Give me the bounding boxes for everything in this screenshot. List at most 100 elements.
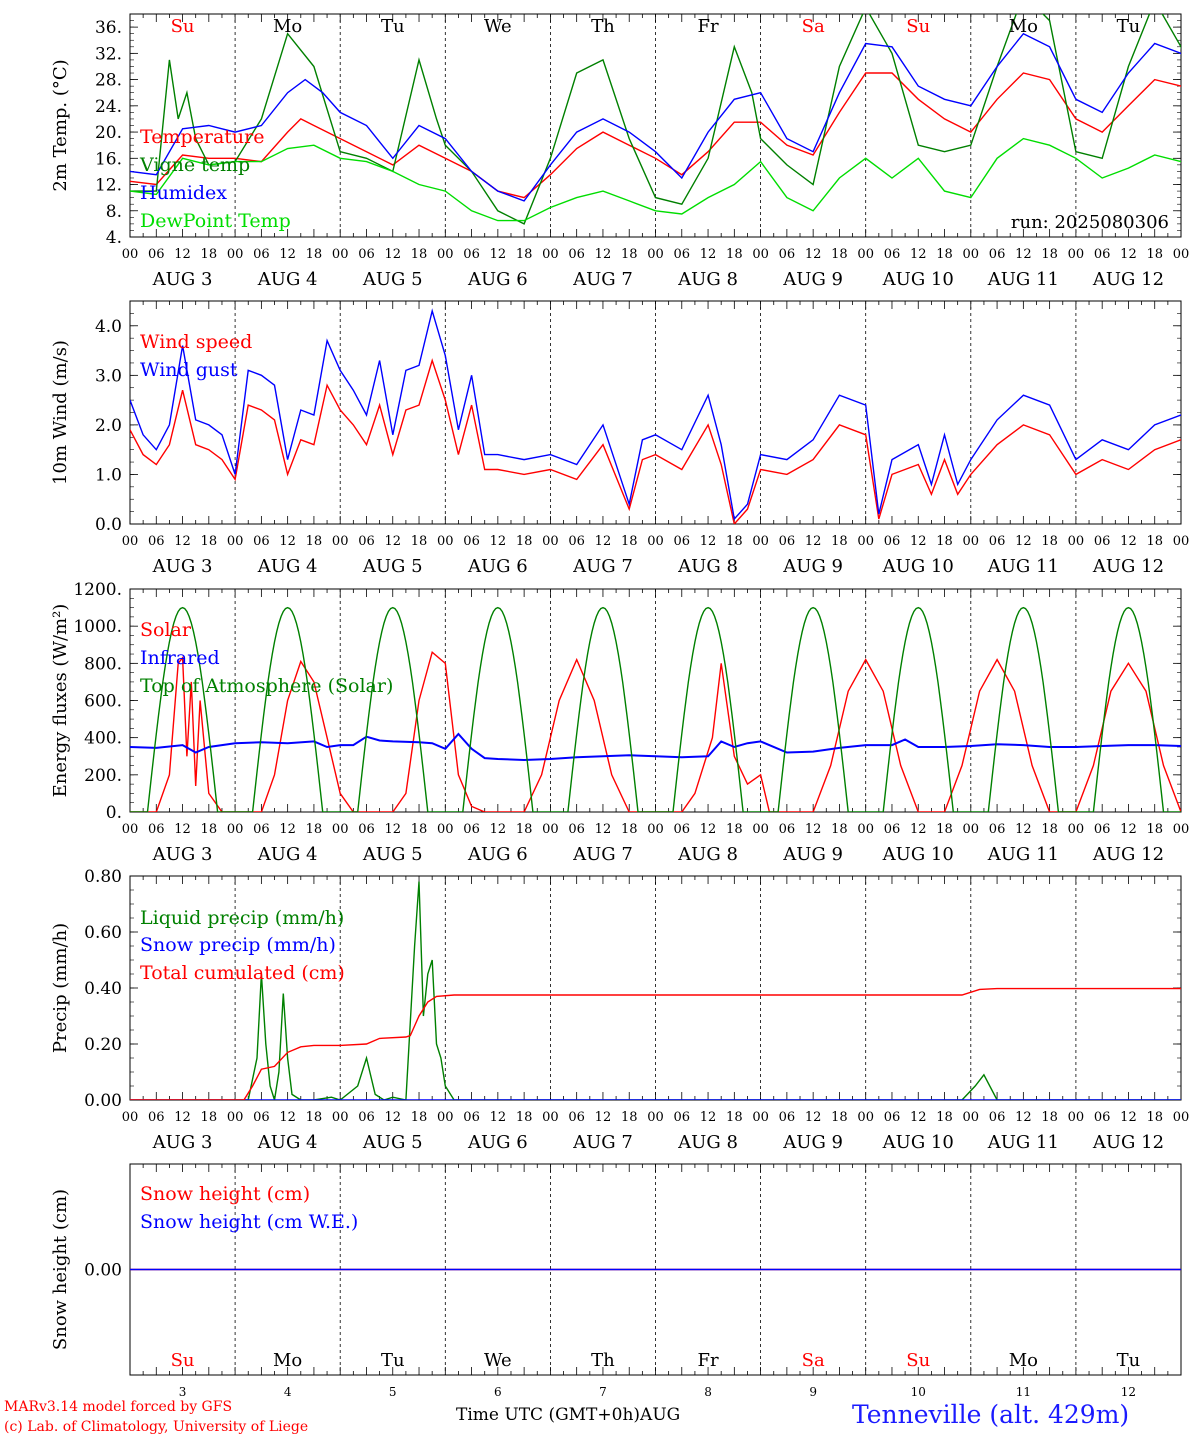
x-hour-label: 06 [358,247,375,262]
x-hour-label: 18 [1041,1110,1058,1125]
y-tick-label: 1000. [73,617,122,637]
x-date-label: AUG 12 [1092,269,1164,290]
x-hour-label: 00 [1068,247,1085,262]
y-axis-label: Snow height (cm) [50,1189,71,1350]
x-hour-label: 12 [1015,534,1032,549]
x-hour-label: 00 [752,822,769,837]
y-tick-label: 16. [95,149,122,169]
x-hour-label: 00 [332,534,349,549]
x-hour-label: 18 [411,247,428,262]
x-hour-label: 12 [490,822,507,837]
x-hour-label: 06 [463,247,480,262]
x-hour-label: 00 [647,247,664,262]
x-hour-label: 00 [1173,247,1190,262]
x-hour-label: 12 [490,247,507,262]
y-tick-label: 32. [95,44,122,64]
x-hour-label: 06 [1094,1110,1111,1125]
model-credit: MARv3.14 model forced by GFS [4,1399,233,1415]
legend-entry: Solar [140,619,192,641]
x-hour-label: 06 [148,534,165,549]
x-hour-label: 18 [726,1110,743,1125]
x-date-label: AUG 3 [152,1132,213,1153]
x-hour-label: 12 [805,1110,822,1125]
x-hour-label: 00 [227,1110,244,1125]
x-hour-label: 12 [384,247,401,262]
x-date-label: AUG 7 [572,269,633,290]
x-date-label: AUG 10 [882,1132,954,1153]
x-hour-label: 12 [174,1110,191,1125]
weekday-label: Mo [1009,1350,1038,1371]
y-tick-label: 1.0 [95,465,122,485]
weekday-label: Th [591,1350,615,1371]
y-tick-label: 36. [95,18,122,38]
x-hour-label: 06 [463,822,480,837]
x-hour-label: 12 [805,247,822,262]
x-hour-label: 18 [201,1110,218,1125]
weekday-label: Sa [802,16,825,37]
x-axis-title: Time UTC (GMT+0h)AUG [456,1405,680,1425]
x-hour-label: 06 [253,534,270,549]
x-hour-label: 00 [752,1110,769,1125]
legend-entry: Total cumulated (cm) [140,962,345,984]
x-hour-label: 12 [1015,822,1032,837]
x-date-label: AUG 9 [782,269,843,290]
x-hour-label: 12 [490,1110,507,1125]
x-date-label: AUG 12 [1092,1132,1164,1153]
y-tick-label: 4.0 [95,317,122,337]
x-date-label: AUG 4 [257,556,318,577]
x-hour-label: 06 [1094,247,1111,262]
x-hour-label: 18 [1146,534,1163,549]
x-date-label: AUG 8 [677,556,738,577]
legend-entry: Infrared [140,647,220,669]
x-hour-label: 06 [148,247,165,262]
x-hour-label: 00 [647,1110,664,1125]
x-hour-label: 18 [516,1110,533,1125]
day-number-label: 12 [1121,1385,1136,1399]
y-tick-label: 4. [106,228,122,248]
y-tick-label: 28. [95,71,122,91]
x-date-label: AUG 10 [882,556,954,577]
legend-entry: Wind gust [140,359,238,381]
x-axis-month: AUG [640,1405,681,1425]
y-tick-label: 0.20 [84,1035,122,1055]
weekday-label: Tu [381,1350,405,1371]
x-hour-label: 00 [963,1110,980,1125]
x-hour-label: 06 [779,822,796,837]
x-hour-label: 12 [1120,247,1137,262]
x-date-label: AUG 8 [677,269,738,290]
weekday-label: Mo [1009,16,1038,37]
x-hour-label: 12 [910,247,927,262]
x-date-label: AUG 4 [257,844,318,865]
day-number-label: 4 [284,1385,292,1399]
x-date-label: AUG 11 [987,556,1059,577]
series-line-humidex [130,32,1181,202]
x-hour-label: 00 [963,534,980,549]
x-date-label: AUG 8 [677,1132,738,1153]
x-hour-label: 00 [1173,1110,1190,1125]
x-hour-label: 18 [726,822,743,837]
x-hour-label: 00 [437,247,454,262]
weekday-label: We [484,1350,512,1371]
x-date-label: AUG 3 [152,844,213,865]
legend-entry: Snow height (cm) [140,1183,310,1205]
weekday-label: Fr [698,16,719,37]
x-hour-label: 18 [306,534,323,549]
x-hour-label: 06 [1094,534,1111,549]
y-tick-label: 400. [84,729,122,749]
weekday-label: Su [906,16,930,37]
x-hour-label: 00 [542,1110,559,1125]
x-hour-label: 18 [201,822,218,837]
x-hour-label: 06 [674,247,691,262]
x-hour-label: 18 [411,1110,428,1125]
x-date-label: AUG 5 [362,844,423,865]
x-hour-label: 00 [542,247,559,262]
x-hour-label: 06 [253,822,270,837]
legend-entry: Top of Atmosphere (Solar) [140,675,393,697]
x-hour-label: 00 [752,247,769,262]
x-hour-label: 00 [963,822,980,837]
x-hour-label: 06 [779,534,796,549]
y-tick-label: 0.00 [84,1261,122,1281]
x-hour-label: 18 [411,822,428,837]
series-line-wind-speed [130,358,1181,524]
x-hour-label: 18 [1041,822,1058,837]
